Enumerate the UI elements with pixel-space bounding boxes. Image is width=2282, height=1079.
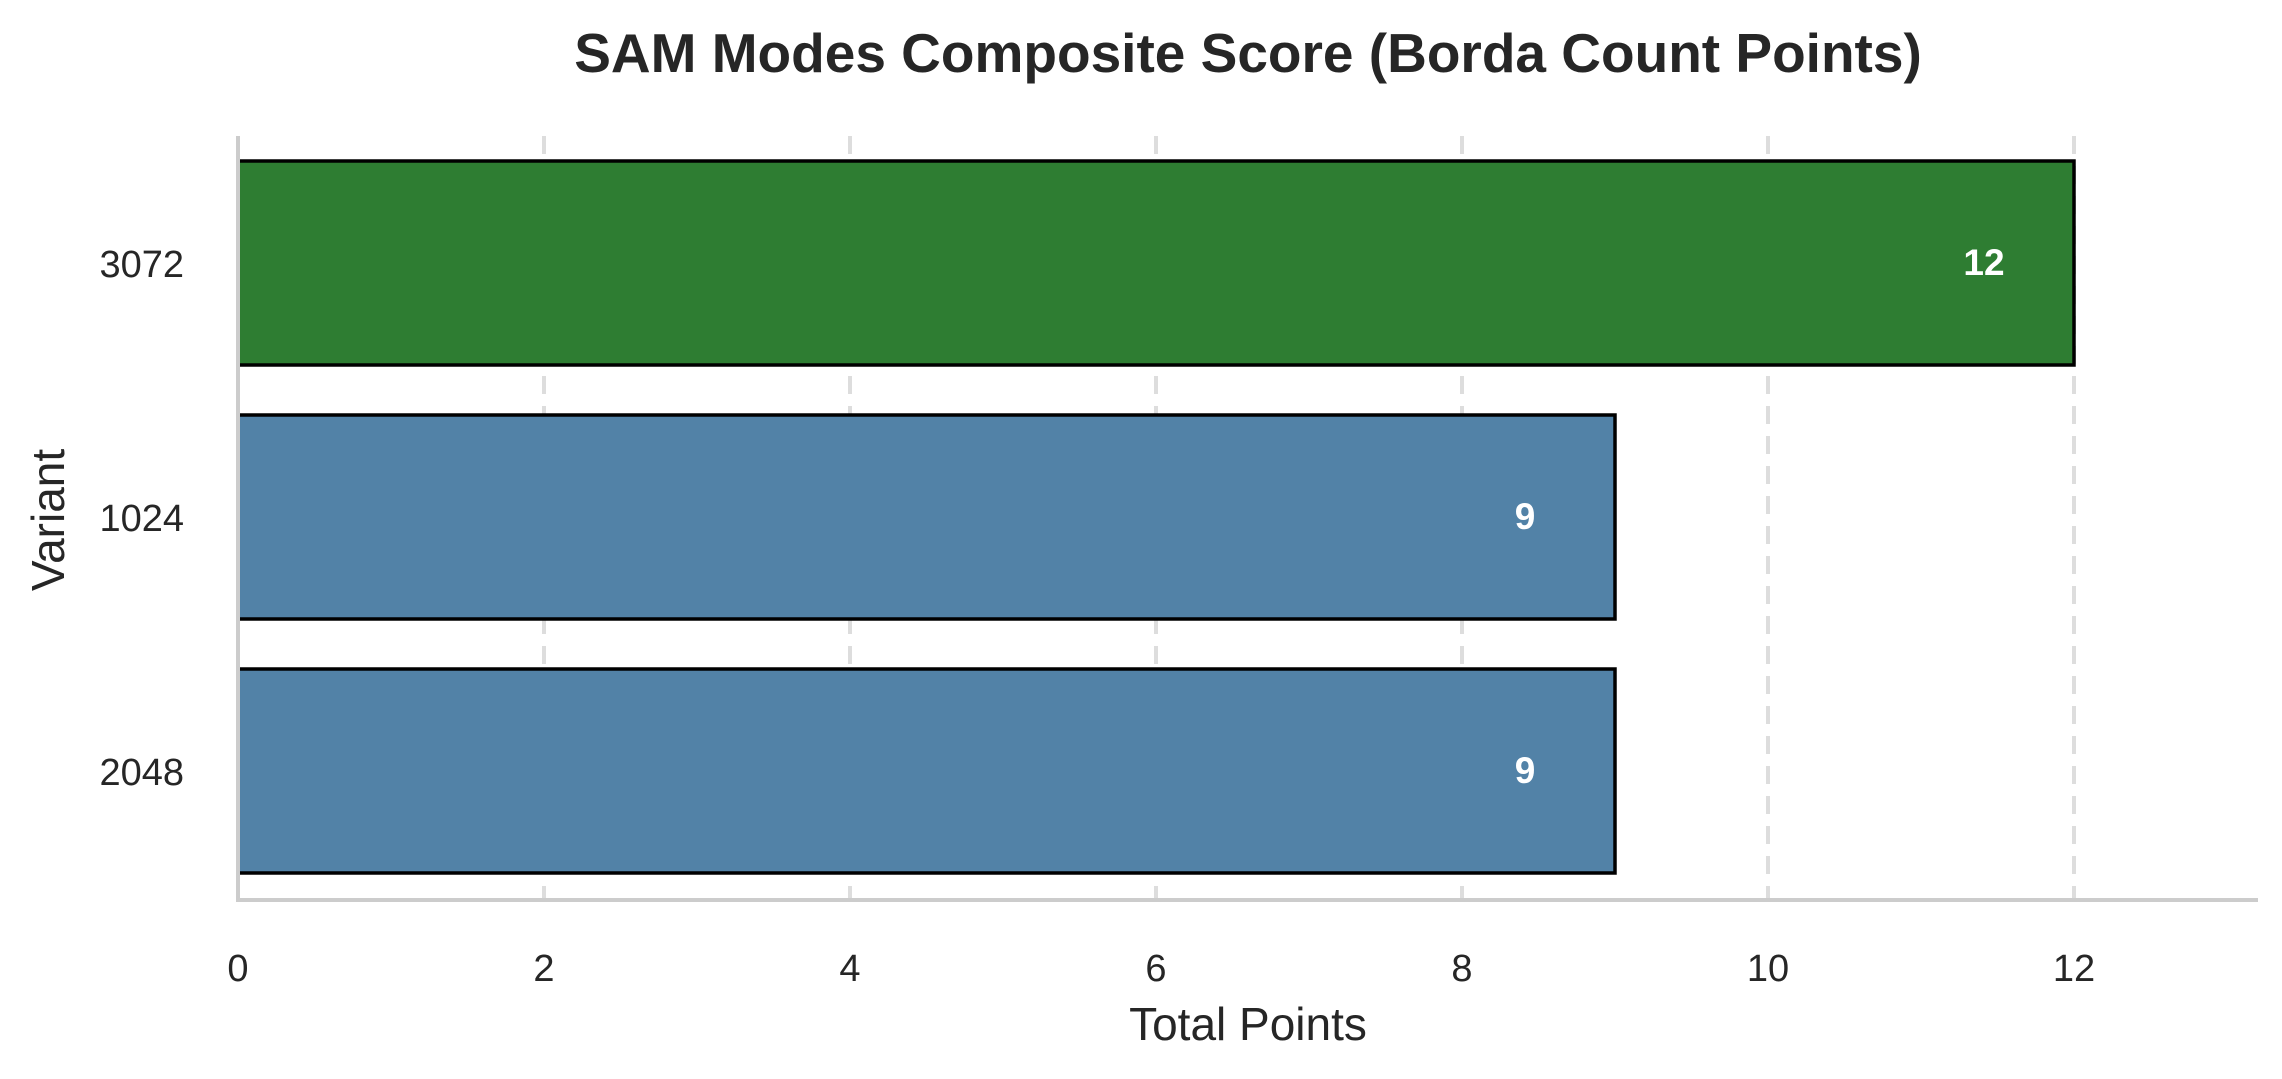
data-label-3072: 12	[1963, 242, 2004, 283]
x-tick-label-12: 12	[2053, 948, 2095, 990]
y-tick-label-1024: 1024	[99, 498, 184, 540]
bar-1024	[236, 413, 1617, 621]
x-tick-label-8: 8	[1451, 948, 1472, 990]
tick-labels: 3072 1024 2048 0 2 4 6 8 10 12	[99, 244, 2095, 990]
data-label-1024: 9	[1515, 496, 1536, 537]
x-tick-label-10: 10	[1747, 948, 1789, 990]
x-tick-label-6: 6	[1145, 948, 1166, 990]
data-labels: 12 9 9	[1515, 242, 2005, 791]
x-axis-label: Total Points	[1129, 998, 1367, 1050]
x-tick-label-4: 4	[839, 948, 860, 990]
data-label-2048: 9	[1515, 750, 1536, 791]
bar-3072	[236, 159, 2076, 367]
axes	[236, 136, 2258, 902]
bars	[236, 159, 2076, 875]
bar-2048	[236, 667, 1617, 875]
y-tick-label-2048: 2048	[99, 752, 184, 794]
x-tick-label-2: 2	[533, 948, 554, 990]
x-tick-label-0: 0	[227, 948, 248, 990]
y-tick-label-3072: 3072	[99, 244, 184, 286]
chart-title: SAM Modes Composite Score (Borda Count P…	[574, 22, 1922, 84]
y-axis-label: Variant	[22, 449, 74, 592]
